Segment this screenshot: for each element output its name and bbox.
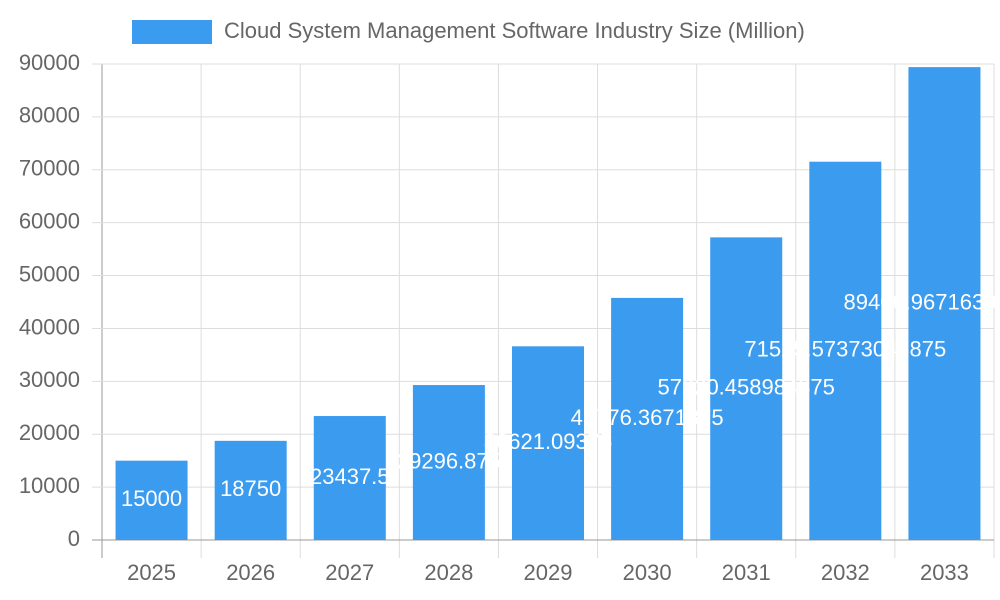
legend-swatch [132, 20, 212, 44]
data-label: 71525.57373046875 [744, 337, 946, 362]
y-tick-label: 70000 [19, 156, 80, 181]
y-tick-label: 60000 [19, 208, 80, 233]
bar [512, 346, 584, 540]
data-label: 57220.458984375 [658, 374, 835, 399]
x-tick-label: 2032 [821, 560, 870, 585]
x-tick-label: 2029 [524, 560, 573, 585]
data-label: 36621.09375 [484, 429, 612, 454]
x-tick-label: 2031 [722, 560, 771, 585]
data-label: 29296.875 [397, 448, 501, 473]
bar [611, 297, 684, 540]
bar [214, 440, 287, 540]
x-tick-label: 2030 [623, 560, 672, 585]
data-label: 23437.5 [310, 464, 390, 489]
x-tick-label: 2028 [424, 560, 473, 585]
x-tick-label: 2027 [325, 560, 374, 585]
bar [908, 67, 981, 541]
bar [313, 416, 386, 540]
y-tick-label: 0 [68, 526, 80, 551]
x-tick-label: 2026 [226, 560, 275, 585]
x-tick-label: 2033 [920, 560, 969, 585]
bar [115, 460, 188, 540]
y-tick-label: 50000 [19, 261, 80, 286]
bar [809, 161, 882, 541]
data-label: 89406.96716308594 [843, 289, 1000, 314]
y-tick-label: 10000 [19, 473, 80, 498]
data-label: 18750 [220, 476, 281, 501]
y-tick-label: 40000 [19, 314, 80, 339]
legend-label: Cloud System Management Software Industr… [224, 18, 805, 43]
data-label: 15000 [121, 486, 182, 511]
y-tick-label: 80000 [19, 103, 80, 128]
bar [412, 385, 485, 540]
x-tick-label: 2025 [127, 560, 176, 585]
y-tick-label: 90000 [19, 50, 80, 75]
y-tick-label: 30000 [19, 367, 80, 392]
bar [710, 237, 783, 540]
data-label: 45776.3671875 [571, 405, 724, 430]
y-tick-label: 20000 [19, 420, 80, 445]
